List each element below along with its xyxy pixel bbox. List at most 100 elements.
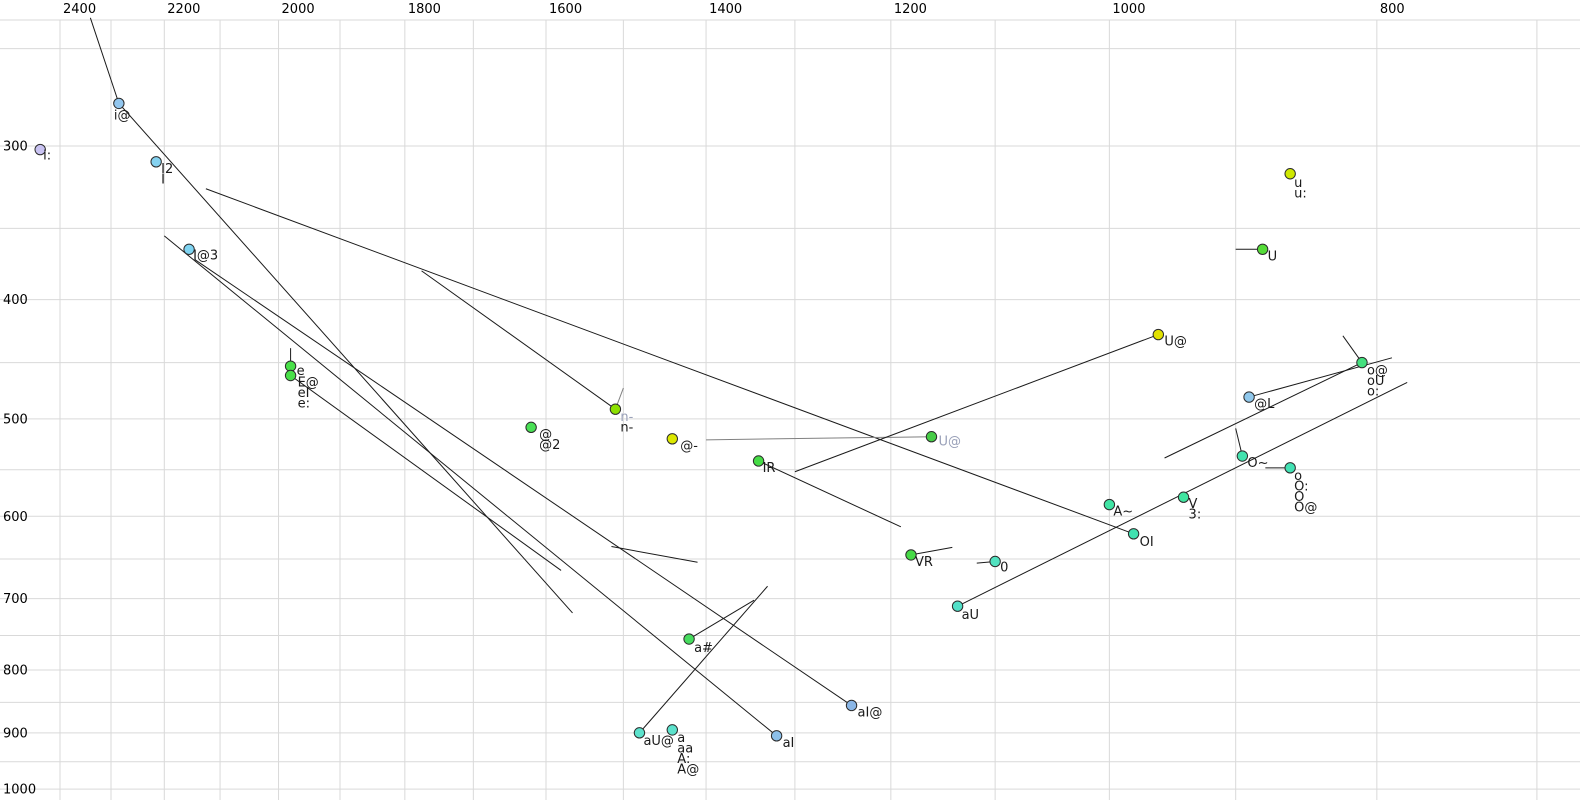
- trajectory-line: [205, 188, 1134, 535]
- vowel-label: @: [539, 427, 552, 442]
- vowel-label: u:: [1294, 186, 1307, 201]
- vowel-point: [1103, 498, 1116, 511]
- vowel-label: o:: [1367, 385, 1379, 400]
- y-axis-tick-label: 500: [3, 412, 28, 427]
- vowel-label: i:: [43, 149, 51, 164]
- vowel-label: O@: [1294, 500, 1317, 515]
- vowel-label: a: [677, 731, 685, 746]
- vowel-label: A@: [677, 762, 699, 777]
- trajectory-line: [611, 546, 698, 563]
- vowel-point: [925, 431, 938, 443]
- vowel-point: [845, 699, 858, 712]
- vowel-label: n-: [620, 421, 633, 436]
- vowel-label: @2: [539, 438, 560, 453]
- vowel-label: @L: [1254, 397, 1275, 412]
- x-axis-tick-label: 2400: [63, 2, 96, 17]
- trajectory-line: [118, 103, 573, 614]
- vowel-label: I: [161, 172, 165, 187]
- x-axis-tick-label: 800: [1380, 2, 1405, 17]
- vowel-point: [770, 730, 783, 742]
- vowel-point: [666, 433, 679, 445]
- vowel-label: 0: [1000, 560, 1008, 575]
- x-axis-tick-label: 2200: [167, 2, 200, 17]
- trajectory-line: [1164, 362, 1363, 459]
- trajectory-line: [89, 17, 120, 104]
- vowel-point: [609, 403, 622, 415]
- vowel-label: 3:: [1189, 508, 1202, 523]
- vowel-point: [905, 549, 917, 561]
- vowel-point: [666, 724, 679, 736]
- vowel-label: U@: [938, 435, 961, 450]
- x-axis-tick-label: 1600: [549, 2, 582, 17]
- vowel-label: A~: [1113, 505, 1133, 520]
- vowel-label: I@3: [193, 248, 218, 263]
- vowel-label: O: [1294, 490, 1304, 505]
- y-axis-tick-label: 700: [3, 592, 28, 607]
- vowel-label: I2: [161, 162, 173, 177]
- vowel-label: VR: [915, 555, 933, 570]
- x-axis-tick-label: 1200: [894, 2, 927, 17]
- vowel-label: aI@: [858, 705, 883, 720]
- vowel-label: O~: [1247, 456, 1268, 471]
- vowel-label: V: [1189, 497, 1198, 512]
- trajectory-line: [1248, 357, 1393, 398]
- vowel-label: aa: [677, 741, 693, 756]
- trajectory-line: [194, 259, 852, 706]
- vowel-label: u: [1294, 176, 1302, 191]
- vowel-label: oU: [1367, 374, 1384, 389]
- x-axis-tick-label: 1800: [408, 2, 441, 17]
- vowel-point: [1284, 462, 1296, 474]
- vowel-point: [525, 421, 537, 434]
- vowel-label: O:: [1294, 479, 1308, 494]
- x-axis-tick-label: 2000: [282, 2, 315, 17]
- vowel-label: o: [1294, 469, 1302, 484]
- vowel-label: i@: [114, 108, 131, 123]
- x-axis-tick-label: 1000: [1112, 2, 1145, 17]
- vowel-point: [183, 243, 195, 255]
- vowel-label: aI: [783, 736, 795, 751]
- vowel-label: o@: [1367, 364, 1388, 379]
- y-axis-tick-label: 800: [3, 663, 28, 678]
- vowel-point: [951, 600, 964, 612]
- vowel-label: aU: [962, 608, 979, 623]
- vowel-point: [113, 97, 125, 110]
- vowel-label: n-: [620, 410, 633, 425]
- vowel-label: @-: [680, 439, 698, 454]
- trajectory-line: [421, 270, 616, 410]
- trajectory-line: [758, 460, 902, 528]
- x-axis-tick-label: 1400: [709, 2, 742, 17]
- vowel-point: [683, 633, 695, 645]
- trajectory-line: [163, 235, 777, 737]
- vowel-label: A:: [677, 752, 690, 767]
- trajectory-line: [794, 334, 1159, 473]
- vowel-label: E@: [298, 375, 319, 390]
- vowel-label: OI: [1140, 535, 1154, 550]
- vowel-point: [150, 156, 162, 168]
- y-axis-tick-label: 600: [3, 510, 28, 525]
- vowel-point: [633, 727, 646, 739]
- vowel-point: [752, 455, 765, 467]
- vowel-label: U: [1268, 249, 1278, 264]
- vowel-label: IR: [763, 461, 776, 476]
- y-axis-tick-label: 300: [3, 140, 28, 155]
- trajectory-line: [290, 375, 562, 571]
- trajectory-line-grey: [706, 436, 932, 441]
- vowel-label: aU@: [643, 734, 673, 749]
- vowel-label: e:: [298, 396, 310, 411]
- trajectory-line: [910, 546, 953, 556]
- vowel-label: eI: [298, 386, 310, 401]
- y-axis-tick-label: 1000: [3, 783, 36, 798]
- trajectory-line: [639, 585, 768, 734]
- vowel-point: [1243, 391, 1255, 403]
- vowel-point: [34, 143, 46, 156]
- vowel-point: [1256, 243, 1269, 255]
- vowel-label: U@: [1164, 335, 1187, 350]
- y-axis-tick-label: 900: [3, 726, 28, 741]
- vowel-label: a#: [694, 641, 713, 656]
- vowel-point: [1152, 328, 1165, 341]
- vowel-point: [1177, 491, 1190, 503]
- trajectory-line: [688, 599, 755, 640]
